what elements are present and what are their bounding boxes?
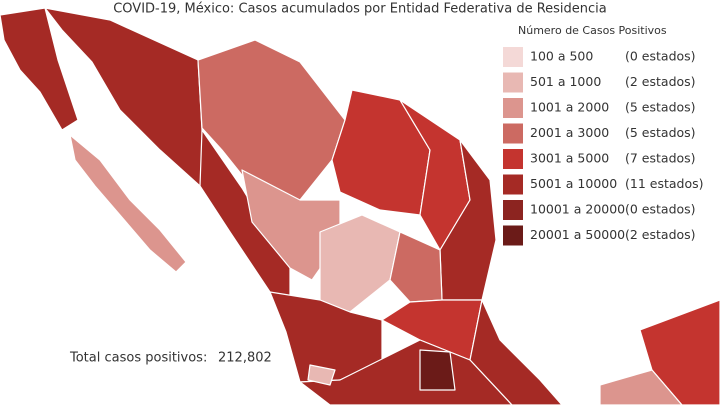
map [0,7,720,405]
state [299,339,513,405]
legend-swatch [503,200,523,220]
legend-range: 501 a 1000 [530,74,601,89]
legend-title: Número de Casos Positivos [518,24,667,37]
state [331,89,431,216]
legend-count: (0 estados) [625,49,696,64]
total-label: Total casos positivos: [69,351,207,366]
legend-swatch [503,72,523,93]
state [389,231,443,303]
legend-range: 3001 a 5000 [530,151,609,166]
state [419,349,456,391]
legend-swatch [503,149,523,169]
state [197,39,346,201]
state [307,364,336,386]
state [319,214,401,313]
legend-count: (7 estados) [625,151,696,166]
legend-swatch [503,47,523,67]
legend-range: 1001 a 2000 [530,100,609,115]
legend-swatch [503,123,523,144]
legend-count: (11 estados) [625,176,704,191]
legend-swatch [503,174,523,195]
legend-count: (0 estados) [625,202,696,217]
legend-range: 100 a 500 [530,49,593,64]
legend-range: 10001 a 20000 [530,202,625,217]
legend: 100 a 500 (0 estados) 501 a 1000 (2 estados… [503,47,704,246]
state [599,369,683,405]
legend-range: 5001 a 10000 [530,176,617,191]
state [69,134,187,273]
title: COVID-19, México: Casos acumulados por E… [113,2,607,17]
legend-count: (2 estados) [625,74,696,89]
legend-count: (5 estados) [625,100,696,115]
legend-swatch [503,225,523,246]
legend-range: 20001 a 50000 [530,227,625,242]
legend-range: 2001 a 3000 [530,125,609,140]
legend-swatch [503,98,523,118]
total-value: 212,802 [218,351,272,366]
legend-count: (2 estados) [625,227,696,242]
legend-count: (5 estados) [625,125,696,140]
state [0,7,79,131]
